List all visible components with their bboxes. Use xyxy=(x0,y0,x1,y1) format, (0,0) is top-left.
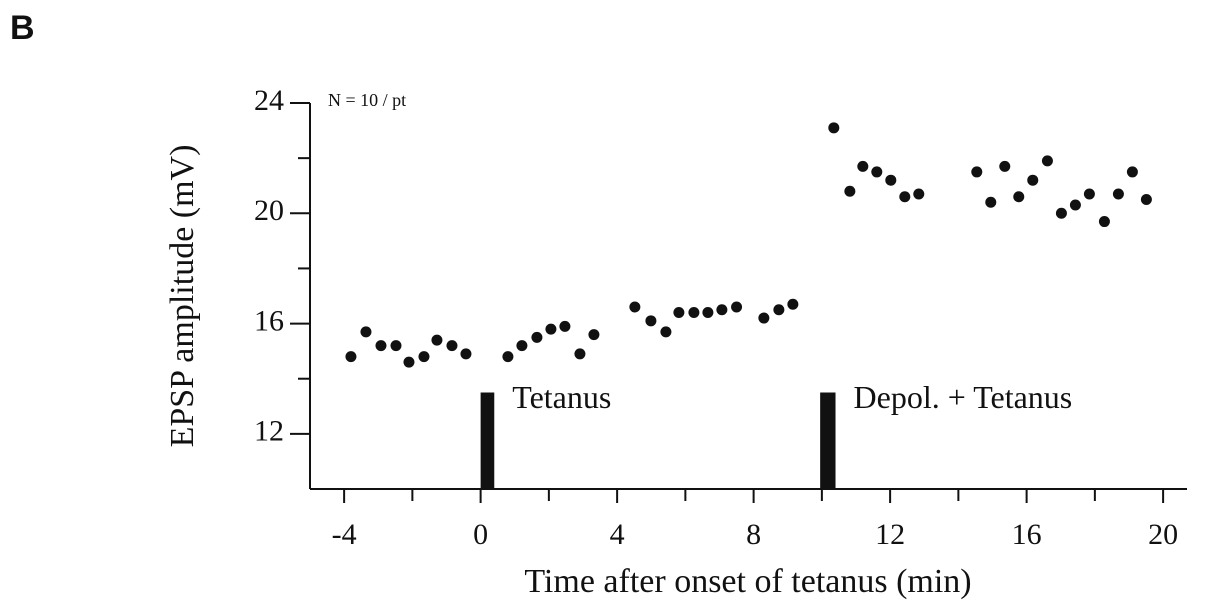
data-point xyxy=(716,304,728,316)
x-tick-label: -4 xyxy=(332,518,357,551)
data-point xyxy=(588,329,600,341)
data-point xyxy=(688,307,700,319)
data-point xyxy=(1126,166,1138,178)
data-point xyxy=(1069,199,1081,211)
data-point xyxy=(828,122,840,134)
data-point xyxy=(999,160,1011,172)
data-point xyxy=(531,331,543,343)
data-point xyxy=(985,196,997,208)
x-tick-label: 12 xyxy=(875,518,905,551)
data-point xyxy=(1112,188,1124,200)
data-point xyxy=(702,307,714,319)
data-point xyxy=(885,174,897,186)
data-point xyxy=(844,185,856,197)
stimulus-bar xyxy=(480,392,495,489)
data-point xyxy=(574,348,586,360)
x-tick-label: 16 xyxy=(1012,518,1042,551)
x-axis-label: Time after onset of tetanus (min) xyxy=(524,563,971,600)
data-point xyxy=(502,351,514,363)
data-point xyxy=(787,298,799,310)
data-point xyxy=(431,334,443,346)
data-point xyxy=(971,166,983,178)
data-point xyxy=(673,307,685,319)
event-label: Depol. + Tetanus xyxy=(854,379,1073,415)
y-tick-label: 20 xyxy=(254,194,284,227)
data-point xyxy=(390,340,402,352)
data-point xyxy=(516,340,528,352)
data-point xyxy=(629,301,641,313)
data-point xyxy=(446,340,458,352)
stimulus-bar xyxy=(820,392,836,489)
data-point xyxy=(403,356,415,368)
data-point xyxy=(345,351,357,363)
data-point xyxy=(1083,188,1095,200)
data-point xyxy=(460,348,472,360)
data-point xyxy=(871,166,883,178)
data-point xyxy=(857,160,869,172)
data-point xyxy=(773,304,785,316)
data-point xyxy=(660,326,672,338)
data-point xyxy=(1055,207,1067,219)
data-point xyxy=(1140,194,1152,205)
data-point xyxy=(913,188,925,200)
panel-label: B xyxy=(10,9,35,47)
data-point xyxy=(1041,155,1053,167)
y-tick-label: 24 xyxy=(254,84,284,117)
data-point xyxy=(899,191,911,203)
event-label: Tetanus xyxy=(512,379,611,415)
data-point xyxy=(1098,216,1110,228)
data-point xyxy=(731,301,743,313)
y-axis-label: EPSP amplitude (mV) xyxy=(164,145,201,448)
data-point xyxy=(545,323,557,335)
x-tick-label: 4 xyxy=(610,518,625,551)
data-point xyxy=(645,315,657,327)
data-point xyxy=(1013,191,1025,203)
data-point xyxy=(758,312,770,324)
x-tick-label: 0 xyxy=(473,518,488,551)
y-tick-label: 16 xyxy=(254,304,284,337)
data-point xyxy=(418,351,430,363)
x-tick-label: 8 xyxy=(746,518,761,551)
data-point xyxy=(1027,174,1039,186)
y-tick-label: 12 xyxy=(254,415,284,448)
annotation: N = 10 / pt xyxy=(328,90,406,110)
data-point xyxy=(360,326,372,338)
data-point xyxy=(375,340,387,352)
x-tick-label: 20 xyxy=(1148,518,1178,551)
data-point xyxy=(559,320,571,332)
